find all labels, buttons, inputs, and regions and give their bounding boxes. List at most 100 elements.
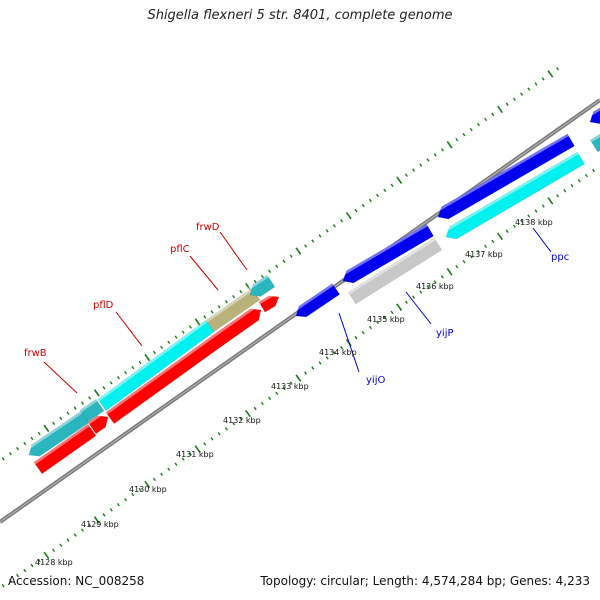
tick-mark — [412, 168, 416, 172]
tick-mark — [325, 229, 329, 233]
tick-mark — [30, 436, 34, 441]
scale-label: 4131 kbp — [176, 450, 214, 459]
genome-summary: Topology: circular; Length: 4,574,284 bp… — [260, 574, 590, 588]
tick-mark — [512, 224, 516, 228]
gene-feature-teal — [589, 129, 600, 153]
gene-feature-blue — [339, 223, 434, 284]
tick-mark — [446, 141, 453, 149]
tick-mark — [181, 330, 185, 334]
tick-mark — [1, 584, 5, 588]
tick-mark — [66, 411, 70, 415]
scale-label: 4135 kbp — [367, 315, 405, 324]
leader-line — [532, 227, 552, 253]
tick-mark — [260, 401, 264, 406]
tick-mark — [289, 254, 293, 258]
gene-feature-blue — [586, 103, 600, 125]
tick-mark — [203, 315, 207, 319]
tick-mark — [497, 232, 503, 241]
tick-mark — [433, 280, 437, 284]
tick-mark — [325, 356, 329, 360]
tick-mark — [547, 197, 554, 205]
tick-mark — [102, 386, 106, 390]
tick-mark — [376, 320, 380, 325]
tick-mark — [584, 173, 588, 178]
tick-mark — [505, 102, 509, 106]
accession-label: Accession: NC_008258 — [8, 574, 145, 588]
tick-mark — [419, 163, 423, 167]
scale-label: 4133 kbp — [271, 382, 309, 391]
scale-label: 4132 kbp — [223, 416, 261, 425]
tick-mark — [203, 442, 207, 446]
tick-mark — [16, 446, 20, 451]
tick-mark — [52, 548, 56, 553]
tick-mark — [520, 219, 524, 223]
tick-mark — [577, 178, 581, 183]
tick-mark — [484, 244, 488, 249]
tick-mark — [512, 97, 516, 101]
tick-mark — [43, 424, 50, 433]
gene-label-frwd: frwD — [196, 222, 220, 233]
tick-mark — [8, 578, 12, 583]
tick-mark — [93, 516, 100, 524]
tick-mark — [194, 318, 201, 326]
tick-mark — [340, 346, 344, 350]
tick-mark — [260, 274, 264, 279]
tick-mark — [419, 290, 423, 294]
tick-mark — [66, 538, 70, 542]
tick-mark — [188, 325, 192, 329]
leader-line — [338, 312, 360, 373]
tick-mark — [311, 366, 315, 370]
tick-mark — [476, 249, 480, 254]
tick-mark — [138, 360, 142, 365]
tick-mark — [224, 427, 228, 431]
tick-mark — [404, 173, 408, 177]
gene-label-pfld: pflD — [93, 300, 114, 311]
tick-mark — [469, 127, 473, 132]
tick-mark — [109, 508, 113, 512]
tick-mark — [116, 503, 120, 507]
scale-label: 4129 kbp — [81, 520, 119, 529]
tick-mark — [426, 158, 430, 162]
tick-mark — [354, 335, 358, 340]
tick-mark — [541, 204, 545, 208]
leader-line — [115, 311, 143, 347]
tick-mark — [16, 573, 20, 578]
tick-mark — [304, 244, 308, 248]
gene-feature-olive — [205, 287, 261, 333]
tick-mark — [440, 148, 444, 152]
tick-mark — [390, 310, 394, 315]
leader-line — [189, 255, 219, 291]
tick-mark — [311, 239, 315, 243]
tick-mark — [390, 183, 394, 188]
tick-mark — [484, 117, 488, 122]
tick-mark — [80, 401, 84, 405]
tick-mark — [455, 138, 459, 142]
scale-label: 4137 kbp — [465, 250, 503, 259]
tick-mark — [188, 452, 192, 456]
tick-mark — [174, 462, 178, 466]
tick-mark — [345, 211, 352, 220]
tick-mark — [268, 269, 272, 274]
scale-label: 4138 kbp — [515, 218, 553, 227]
gene-feature-red — [212, 304, 262, 348]
gene-label-pflc: pflC — [170, 244, 190, 255]
tick-mark — [160, 345, 164, 350]
tick-mark — [59, 416, 63, 420]
tick-mark — [23, 441, 27, 446]
tick-mark — [295, 374, 302, 382]
tick-mark — [462, 259, 466, 264]
tick-mark — [224, 300, 228, 304]
tick-mark — [396, 303, 403, 311]
tick-mark — [217, 432, 221, 436]
tick-mark — [80, 528, 84, 532]
tick-mark — [239, 289, 243, 294]
tick-mark — [289, 381, 293, 385]
tick-mark — [253, 406, 257, 411]
tick-mark — [73, 533, 77, 537]
gene-feature-cyan — [25, 410, 90, 457]
tick-mark — [174, 335, 178, 339]
tick-mark — [275, 391, 279, 396]
tick-mark — [181, 457, 185, 461]
tick-mark — [368, 198, 372, 203]
